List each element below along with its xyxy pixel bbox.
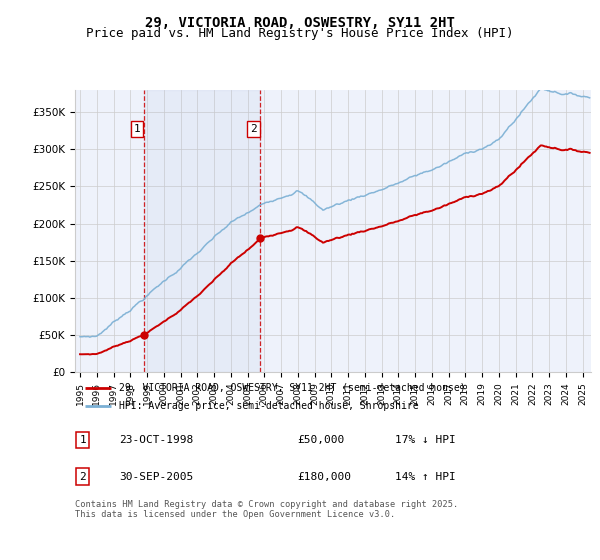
Text: 23-OCT-1998: 23-OCT-1998 bbox=[119, 435, 193, 445]
Text: £180,000: £180,000 bbox=[297, 472, 351, 482]
Bar bbox=[144, 90, 260, 372]
Text: 14% ↑ HPI: 14% ↑ HPI bbox=[395, 472, 455, 482]
Text: 30-SEP-2005: 30-SEP-2005 bbox=[119, 472, 193, 482]
Text: 29, VICTORIA ROAD, OSWESTRY, SY11 2HT: 29, VICTORIA ROAD, OSWESTRY, SY11 2HT bbox=[145, 16, 455, 30]
Text: Price paid vs. HM Land Registry's House Price Index (HPI): Price paid vs. HM Land Registry's House … bbox=[86, 27, 514, 40]
Text: 1: 1 bbox=[79, 435, 86, 445]
Text: Contains HM Land Registry data © Crown copyright and database right 2025.
This d: Contains HM Land Registry data © Crown c… bbox=[75, 500, 458, 519]
Text: 29, VICTORIA ROAD, OSWESTRY, SY11 2HT (semi-detached house): 29, VICTORIA ROAD, OSWESTRY, SY11 2HT (s… bbox=[119, 383, 466, 393]
Text: 1: 1 bbox=[134, 124, 140, 134]
Text: HPI: Average price, semi-detached house, Shropshire: HPI: Average price, semi-detached house,… bbox=[119, 402, 418, 411]
Text: 2: 2 bbox=[250, 124, 257, 134]
Text: 17% ↓ HPI: 17% ↓ HPI bbox=[395, 435, 455, 445]
Text: 2: 2 bbox=[79, 472, 86, 482]
Text: £50,000: £50,000 bbox=[297, 435, 344, 445]
